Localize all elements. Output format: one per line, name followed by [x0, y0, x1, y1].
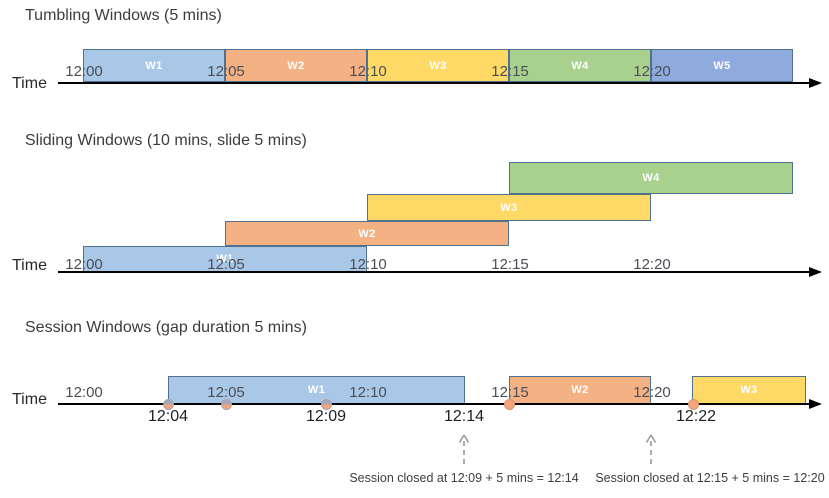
sliding-axis-title: Time	[12, 257, 47, 274]
sliding-time-axis	[58, 271, 810, 273]
sliding-tick-1210: 12:10	[349, 256, 387, 273]
event-label-1204: 12:04	[147, 408, 189, 425]
sliding-tick-1205: 12:05	[207, 256, 245, 273]
window-label: W2	[571, 384, 589, 396]
sliding-tick-1215: 12:15	[491, 256, 529, 273]
tumbling-window-w1: W1	[83, 49, 225, 82]
tumbling-tick-1205: 12:05	[207, 63, 245, 80]
window-label: W3	[429, 59, 447, 72]
session-tick-1215: 12:15	[491, 384, 529, 401]
tumbling-tick-1215: 12:15	[491, 63, 529, 80]
tumbling-section-title: Tumbling Windows (5 mins)	[25, 7, 222, 24]
window-label: W1	[307, 384, 326, 396]
event-dot-1209	[320, 399, 332, 410]
window-label: W3	[740, 384, 758, 396]
event-label-1222: 12:22	[675, 408, 717, 425]
session-close-annotation-1: Session closed at 12:09 + 5 mins = 12:14	[349, 471, 579, 485]
session-section-title: Session Windows (gap duration 5 mins)	[25, 319, 307, 336]
session-axis-title: Time	[12, 391, 47, 408]
tumbling-window-w4: W4	[509, 49, 651, 82]
session-window-w2: W2	[509, 376, 651, 404]
dashed-up-arrow-icon	[458, 434, 470, 469]
sliding-axis-arrowhead-icon	[809, 267, 822, 277]
event-dot-1215	[503, 399, 515, 410]
event-dot-1205	[220, 399, 232, 410]
session-tick-1210: 12:10	[349, 384, 387, 401]
window-label: W2	[358, 227, 376, 240]
session-tick-1220: 12:20	[633, 384, 671, 401]
tumbling-axis-arrowhead-icon	[809, 78, 822, 88]
event-label-1214: 12:14	[443, 408, 485, 425]
sliding-section-title: Sliding Windows (10 mins, slide 5 mins)	[25, 132, 307, 149]
window-label: W4	[571, 59, 589, 72]
tumbling-window-w3: W3	[367, 49, 509, 82]
tumbling-tick-1200: 12:00	[65, 63, 103, 80]
window-label: W5	[713, 59, 731, 72]
tumbling-window-w5: W5	[651, 49, 793, 82]
tumbling-window-w2: W2	[225, 49, 367, 82]
window-label: W1	[216, 253, 234, 265]
tumbling-axis-title: Time	[12, 75, 47, 92]
sliding-window-w1: W1	[83, 246, 367, 272]
sliding-tick-1220: 12:20	[633, 256, 671, 273]
session-tick-1205: 12:05	[207, 384, 245, 401]
event-dot-1204	[162, 399, 174, 410]
sliding-tick-1200: 12:00	[65, 256, 103, 273]
session-axis-arrowhead-icon	[809, 399, 822, 409]
sliding-window-w4: W4	[509, 162, 793, 194]
window-label: W4	[642, 172, 660, 184]
dashed-up-arrow-icon	[645, 434, 657, 469]
tumbling-tick-1220: 12:20	[633, 63, 671, 80]
session-close-annotation-2: Session closed at 12:15 + 5 mins = 12:20	[595, 471, 825, 485]
sliding-window-w3: W3	[367, 194, 651, 221]
window-label: W2	[287, 59, 305, 72]
sliding-window-w2: W2	[225, 221, 509, 246]
session-window-w3: W3	[692, 376, 806, 404]
tumbling-tick-1210: 12:10	[349, 63, 387, 80]
event-dot-1222	[687, 399, 699, 410]
window-label: W3	[500, 201, 518, 214]
event-label-1209: 12:09	[305, 408, 347, 425]
session-time-axis	[58, 403, 810, 405]
session-tick-1200: 12:00	[65, 384, 103, 401]
window-label: W1	[145, 59, 163, 72]
tumbling-time-axis	[58, 82, 810, 84]
